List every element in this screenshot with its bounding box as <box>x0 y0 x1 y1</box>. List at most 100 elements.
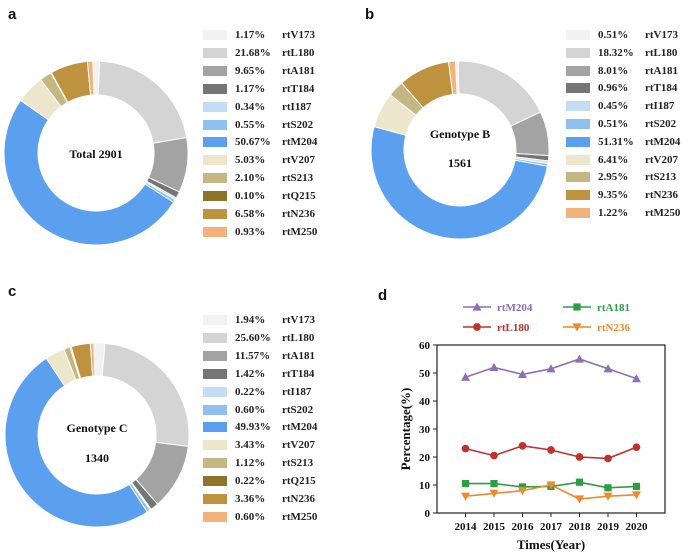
slice-rtM250 <box>89 342 96 377</box>
data-point-rtM204 <box>546 364 556 373</box>
legend-percent: 1.94% <box>235 314 266 326</box>
legend-label: rtM250 <box>282 510 318 523</box>
legend-swatch <box>203 386 227 397</box>
legend-label: rtT184 <box>645 82 678 95</box>
legend-label: rtT184 <box>282 367 315 380</box>
x-tick-label: 2019 <box>597 521 620 533</box>
legend-percent: 21.68% <box>235 46 271 59</box>
legend-swatch <box>566 47 590 58</box>
legend-label: rtV207 <box>282 439 315 452</box>
legend-swatch <box>203 404 227 415</box>
data-point-rtN236 <box>603 492 613 501</box>
legend-label: rtT184 <box>282 82 315 95</box>
data-point-rtL180 <box>547 446 555 454</box>
legend-label: rtA181 <box>282 64 315 77</box>
legend-percent: 0.22% <box>235 385 266 398</box>
x-tick-label: 2017 <box>540 521 563 533</box>
legend-percent: 0.10% <box>235 190 266 203</box>
slice-rtM204 <box>3 99 175 246</box>
legend-marker-rtN236 <box>572 323 582 332</box>
slice-rtM250 <box>447 60 458 96</box>
y-axis-label: Percentage(%) <box>398 388 413 471</box>
legend-label: rtI187 <box>282 100 312 113</box>
panel-letter-d: d <box>378 287 388 304</box>
data-point-rtN236 <box>489 489 499 498</box>
legend-percent: 1.17% <box>235 29 266 41</box>
center-label-genotype-b: Genotype B <box>430 127 490 141</box>
x-tick-label: 2014 <box>455 521 478 533</box>
legend-percent: 0.34% <box>235 100 266 113</box>
legend-percent: 51.31% <box>598 135 634 148</box>
legend-percent: 50.67% <box>235 136 271 149</box>
legend-percent: 9.65% <box>235 64 266 77</box>
legend-swatch <box>566 119 590 129</box>
data-point-rtM204 <box>603 364 613 373</box>
legend-swatch <box>203 511 227 522</box>
legend-label: rtS202 <box>282 403 314 416</box>
y-tick-label: 20 <box>419 452 431 464</box>
data-point-rtA181 <box>518 483 527 491</box>
legend-percent: 8.01% <box>598 64 629 77</box>
legend-percent: 0.55% <box>235 118 266 131</box>
legend-percent: 6.41% <box>598 153 629 166</box>
donut-chart-genotype-c <box>4 342 190 528</box>
data-point-rtA181 <box>461 480 470 488</box>
legend-swatch <box>566 172 590 183</box>
legend-percent: 6.58% <box>235 208 266 220</box>
legend-swatch <box>203 226 227 237</box>
center-label-total: Total 2901 <box>69 147 122 161</box>
legend-swatch <box>203 422 227 433</box>
legend-label: rtN236 <box>282 208 315 220</box>
legend-swatch <box>566 136 590 147</box>
legend-percent: 11.57% <box>235 349 271 362</box>
legend-swatch <box>203 173 227 184</box>
center-value-genotype-c: 1340 <box>85 451 109 465</box>
data-point-rtL180 <box>490 451 498 460</box>
legend-swatch <box>566 208 590 218</box>
legend-swatch <box>203 458 227 469</box>
data-point-rtN236 <box>632 491 641 500</box>
legend-swatch <box>203 440 227 451</box>
legend-swatch <box>203 119 227 130</box>
x-axis-label: Times(Year) <box>517 537 585 552</box>
legend-swatch <box>203 47 227 58</box>
legend-swatch <box>203 191 227 202</box>
legend-label: rtQ215 <box>282 475 316 488</box>
legend-percent: 3.43% <box>235 439 266 452</box>
center-value-genotype-b: 1561 <box>448 156 472 170</box>
legend-genotype-c: 1.94% rtV173 25.60% rtL180 11.57% rtA181 1.42%… <box>203 313 353 553</box>
data-point-rtL180 <box>632 443 641 452</box>
legend-marker-rtL180 <box>473 323 481 331</box>
legend-label: rtV207 <box>645 153 678 166</box>
legend-label: rtQ215 <box>282 190 316 203</box>
legend-percent: 0.60% <box>235 403 266 416</box>
legend-label: rtS202 <box>645 118 677 130</box>
data-point-rtL180 <box>575 453 584 461</box>
legend-label: rtV207 <box>282 154 315 167</box>
legend-label-rtL180: rtL180 <box>497 322 530 334</box>
legend-percent: 5.03% <box>235 154 266 167</box>
x-tick-label: 2016 <box>512 521 535 533</box>
legend-label: rtL180 <box>645 46 678 59</box>
legend-percent: 0.60% <box>235 510 266 523</box>
data-point-rtM204 <box>632 374 641 383</box>
y-tick-label: 30 <box>419 424 431 436</box>
legend-label: rtV173 <box>282 29 315 41</box>
data-point-rtL180 <box>461 444 470 453</box>
legend-swatch <box>566 83 590 94</box>
slice-rtM250 <box>86 60 95 96</box>
y-tick-label: 50 <box>419 368 431 380</box>
legend-label: rtM250 <box>645 207 681 219</box>
legend-label: rtV173 <box>645 29 678 41</box>
legend-label: rtS213 <box>282 457 314 470</box>
data-point-rtM204 <box>461 372 470 381</box>
legend-label: rtL180 <box>282 331 315 344</box>
legend-label: rtL180 <box>282 46 315 59</box>
panel-letter-a: a <box>8 6 17 23</box>
legend-label: rtA181 <box>645 64 678 77</box>
y-tick-label: 0 <box>425 508 431 520</box>
x-tick-label: 2018 <box>569 521 592 533</box>
legend-label: rtM204 <box>282 421 318 434</box>
line-chart-yearly: 0 10 20 30 40 50 60 2014 2015 2016 2017 2018 2019 202… <box>398 302 666 552</box>
